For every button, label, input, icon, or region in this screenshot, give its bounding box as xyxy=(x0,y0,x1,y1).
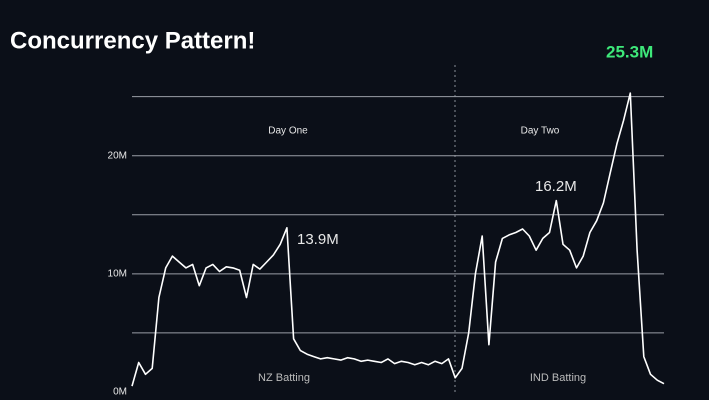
annotation: 13.9M xyxy=(297,231,339,248)
y-tick-label: 20M xyxy=(108,150,127,161)
annotation: 25.3M xyxy=(606,42,653,61)
chart-title: Concurrency Pattern! xyxy=(10,27,255,54)
y-tick-label: 10M xyxy=(108,268,127,279)
annotation: 16.2M xyxy=(535,178,577,195)
y-tick-label: 0M xyxy=(113,387,127,398)
annotation: Day Two xyxy=(521,126,560,137)
annotation: NZ Batting xyxy=(258,372,310,384)
data-line xyxy=(131,92,665,387)
annotation: IND Batting xyxy=(530,372,586,384)
annotation: Day One xyxy=(268,126,308,137)
